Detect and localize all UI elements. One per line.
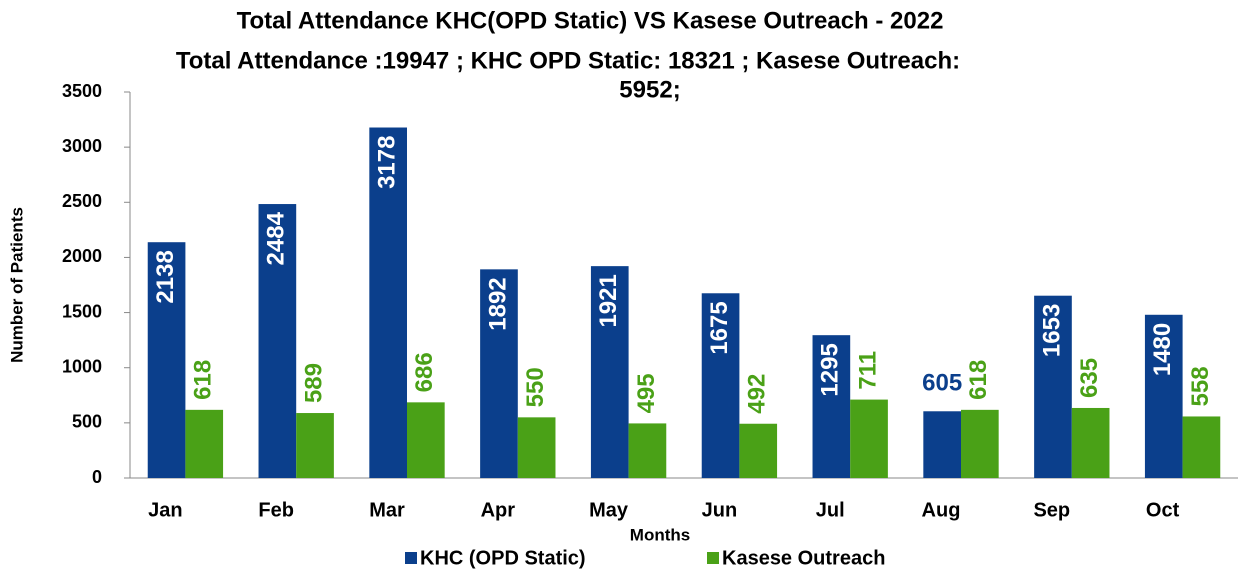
x-tick-label: Apr xyxy=(481,499,516,521)
bar xyxy=(961,409,999,478)
data-label: 2138 xyxy=(152,250,179,303)
bar xyxy=(185,409,224,478)
data-label: 605 xyxy=(922,370,962,397)
data-label: 618 xyxy=(965,360,992,400)
y-tick-label: 3000 xyxy=(62,136,102,156)
bar xyxy=(407,402,445,478)
bar xyxy=(812,335,851,478)
legend-swatch xyxy=(707,552,719,564)
bar xyxy=(296,413,334,478)
x-tick-label: Jun xyxy=(702,499,738,521)
legend-swatch xyxy=(405,552,417,564)
x-tick-label: Sep xyxy=(1033,499,1070,521)
bar xyxy=(258,204,297,478)
data-label: 3178 xyxy=(374,136,401,189)
x-axis-label: Months xyxy=(630,525,690,544)
bar xyxy=(147,242,186,478)
data-label: 558 xyxy=(1187,366,1214,406)
bar xyxy=(369,127,407,479)
y-tick-label: 1500 xyxy=(62,301,102,321)
x-tick-label: Jul xyxy=(816,499,845,521)
bar xyxy=(1034,295,1072,478)
chart-title: Total Attendance KHC(OPD Static) VS Kase… xyxy=(237,7,944,34)
bar xyxy=(590,266,629,478)
data-label: 711 xyxy=(854,351,881,390)
x-tick-label: May xyxy=(589,499,629,521)
y-tick-label: 500 xyxy=(72,412,102,432)
bar xyxy=(517,417,556,478)
bar xyxy=(628,423,667,478)
data-label: 618 xyxy=(190,360,217,400)
x-tick-label: Jan xyxy=(148,499,182,521)
y-tick-label: 2500 xyxy=(62,191,102,211)
legend-label: KHC (OPD Static) xyxy=(420,547,586,569)
chart-subtitle: Total Attendance :19947 ; KHC OPD Static… xyxy=(176,47,960,74)
bar xyxy=(923,411,961,478)
data-label: 492 xyxy=(744,374,771,414)
data-label: 589 xyxy=(300,363,327,403)
x-tick-label: Oct xyxy=(1146,499,1180,521)
data-label: 1892 xyxy=(484,277,511,330)
bar xyxy=(480,269,518,478)
data-label: 550 xyxy=(522,367,549,407)
y-tick-label: 1000 xyxy=(62,356,102,376)
bar xyxy=(850,399,888,478)
x-tick-label: Mar xyxy=(369,499,405,521)
bar xyxy=(1144,314,1183,478)
chart-subtitle: 5952; xyxy=(619,76,680,103)
x-tick-label: Feb xyxy=(258,499,294,521)
data-label: 686 xyxy=(411,352,438,392)
bar xyxy=(1182,416,1221,478)
bar xyxy=(701,293,740,478)
data-label: 1295 xyxy=(817,343,844,396)
data-label: 1653 xyxy=(1038,304,1065,357)
data-label: 1675 xyxy=(706,301,733,354)
data-label: 1480 xyxy=(1149,323,1176,376)
y-tick-label: 3500 xyxy=(62,81,102,101)
legend-label: Kasese Outreach xyxy=(722,547,885,569)
y-axis-label: Number of Patients xyxy=(7,207,26,363)
x-tick-label: Aug xyxy=(922,499,961,521)
data-label: 495 xyxy=(633,373,660,413)
bar xyxy=(739,423,778,478)
data-label: 1921 xyxy=(595,274,622,327)
data-label: 635 xyxy=(1076,358,1103,398)
y-tick-label: 2000 xyxy=(62,246,102,266)
data-label: 2484 xyxy=(263,211,290,265)
bar xyxy=(1071,407,1110,478)
y-tick-label: 0 xyxy=(92,467,102,487)
